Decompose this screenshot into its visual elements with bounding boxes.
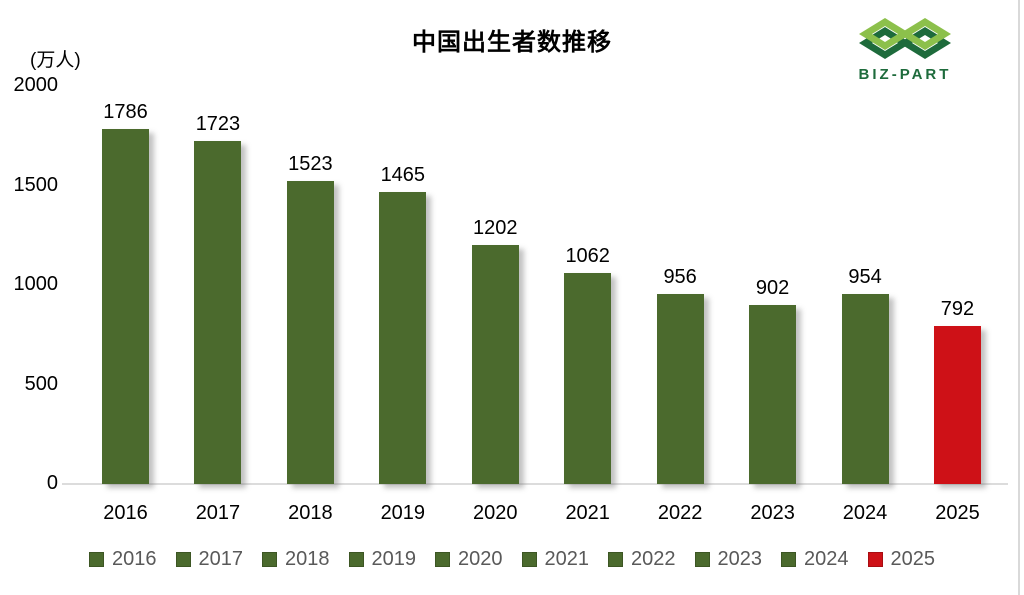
legend-label-2023: 2023 <box>717 548 763 570</box>
legend-swatch-2019 <box>348 551 364 567</box>
bar-2023 <box>749 304 797 484</box>
data-label-2018: 1523 <box>288 152 333 175</box>
legend-label-2025: 2025 <box>890 548 936 570</box>
biz-part-logo-icon <box>859 18 951 59</box>
legend-label-2019: 2019 <box>371 548 417 570</box>
image-right-border <box>1018 0 1020 595</box>
bar-2024 <box>841 294 889 484</box>
legend-swatch-2018 <box>262 551 277 567</box>
legend-swatch-2022 <box>608 551 623 567</box>
x-axis-line <box>62 483 1008 485</box>
legend-item-2023: 2023 <box>694 548 763 570</box>
legend-item-2021: 2021 <box>521 548 590 570</box>
data-label-2020: 1202 <box>473 216 518 239</box>
legend-label-2022: 2022 <box>631 548 676 570</box>
legend-swatch-2023 <box>694 551 710 567</box>
legend-label-2016: 2016 <box>112 548 157 570</box>
y-axis-unit-label: (万人) <box>30 50 81 71</box>
legend-label-2024: 2024 <box>804 548 849 570</box>
x-tick-2020: 2020 <box>473 502 518 524</box>
x-tick-2022: 2022 <box>657 502 703 524</box>
bar-2021 <box>564 272 612 484</box>
data-label-2023: 902 <box>755 276 790 299</box>
x-tick-2024: 2024 <box>842 502 888 524</box>
x-tick-2017: 2017 <box>195 502 241 524</box>
legend-item-2016: 2016 <box>89 548 157 570</box>
data-label-2021: 1062 <box>565 244 610 267</box>
legend-swatch-2017 <box>175 551 191 567</box>
data-label-2016: 1786 <box>103 100 148 123</box>
x-tick-2023: 2023 <box>750 502 795 524</box>
y-tick-2000: 2000 <box>13 74 59 96</box>
legend-swatch-2024 <box>781 551 796 567</box>
legend-item-2020: 2020 <box>435 548 503 570</box>
y-tick-1000: 1000 <box>13 273 59 295</box>
x-tick-2016: 2016 <box>103 502 148 524</box>
y-tick-0: 0 <box>46 472 58 494</box>
data-label-2017: 1723 <box>195 113 241 136</box>
legend-label-2017: 2017 <box>198 548 244 570</box>
chart-title: 中国出生者数推移 <box>412 29 612 56</box>
bar-2017 <box>194 141 242 484</box>
biz-part-logo-text: BIZ-PART <box>858 66 952 83</box>
legend-swatch-2016 <box>89 551 104 567</box>
legend-label-2021: 2021 <box>544 548 590 570</box>
legend-item-2017: 2017 <box>175 548 244 570</box>
x-tick-2021: 2021 <box>565 502 610 524</box>
bar-2025 <box>933 326 981 484</box>
legend-swatch-2020 <box>435 551 450 567</box>
bar-2018 <box>286 180 334 484</box>
bar-2016 <box>102 128 149 484</box>
x-tick-2019: 2019 <box>380 502 426 524</box>
legend-item-2018: 2018 <box>262 548 330 570</box>
legend-item-2022: 2022 <box>608 548 676 570</box>
legend: 2016 2017 2018 2019 2020 2021 2022 2023 2024 2025 <box>0 548 1024 570</box>
x-tick-2018: 2018 <box>288 502 333 524</box>
x-tick-2025: 2025 <box>935 502 980 524</box>
legend-label-2020: 2020 <box>458 548 503 570</box>
bar-2019 <box>379 192 427 484</box>
legend-item-2025: 2025 <box>867 548 936 570</box>
bar-2020 <box>471 244 519 484</box>
y-tick-500: 500 <box>24 372 58 395</box>
legend-swatch-2025 <box>867 551 883 567</box>
legend-swatch-2021 <box>521 551 537 567</box>
biz-part-logo: BIZ-PART <box>850 10 960 83</box>
legend-item-2024: 2024 <box>781 548 849 570</box>
data-label-2024: 954 <box>848 266 882 289</box>
legend-item-2019: 2019 <box>348 548 417 570</box>
data-label-2022: 956 <box>663 265 697 288</box>
legend-label-2018: 2018 <box>285 548 330 570</box>
data-label-2019: 1465 <box>380 164 426 187</box>
data-label-2025: 792 <box>940 298 975 321</box>
y-tick-1500: 1500 <box>13 173 59 196</box>
bar-2022 <box>656 293 704 484</box>
